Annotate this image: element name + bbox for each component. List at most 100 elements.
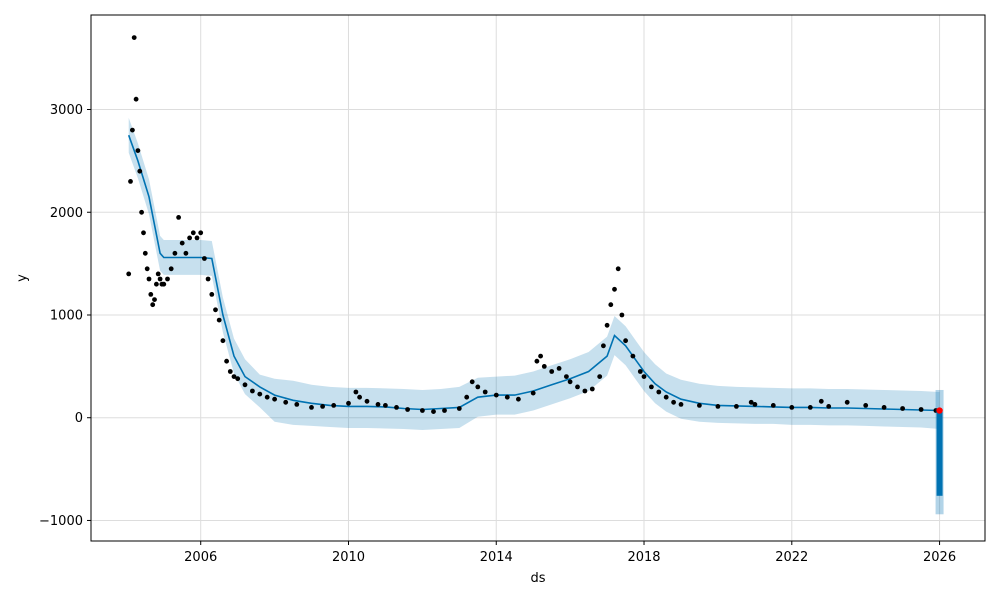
- x-tick-label: 2010: [332, 550, 365, 565]
- observed-point: [209, 292, 215, 297]
- observed-point: [165, 276, 170, 282]
- observed-point: [152, 297, 157, 302]
- observed-point: [309, 405, 314, 410]
- observed-point: [139, 209, 145, 215]
- observed-point: [135, 148, 141, 154]
- observed-point: [431, 409, 436, 414]
- observed-point: [257, 391, 263, 397]
- grid: [91, 15, 985, 541]
- observed-point: [678, 402, 684, 407]
- observed-point: [881, 405, 887, 410]
- x-tick-label: 2022: [775, 550, 808, 565]
- observed-point: [198, 230, 204, 236]
- observed-point: [504, 394, 510, 400]
- observed-point: [549, 369, 555, 374]
- observed-point: [637, 369, 643, 374]
- observed-point: [168, 266, 174, 272]
- observed-point: [516, 396, 521, 402]
- latest-point-marker: [936, 407, 943, 414]
- observed-point: [900, 406, 905, 411]
- observed-point: [224, 358, 230, 364]
- observed-point: [623, 338, 628, 344]
- x-tick-label: 2006: [184, 550, 217, 565]
- observed-point: [826, 404, 832, 409]
- observed-point: [475, 384, 481, 390]
- observed-point: [383, 403, 388, 408]
- observed-point: [126, 271, 132, 277]
- y-axis: −1000 0 1000 2000 3000: [39, 103, 91, 529]
- observed-point: [469, 379, 475, 385]
- y-tick-label: 0: [75, 411, 83, 426]
- y-tick-label: 3000: [50, 103, 83, 118]
- observed-point: [619, 312, 625, 318]
- observed-point: [601, 343, 606, 349]
- observed-point: [176, 215, 182, 220]
- y-tick-label: 1000: [50, 308, 83, 323]
- observed-point: [564, 374, 569, 379]
- observed-point: [155, 271, 161, 277]
- observed-point: [283, 399, 289, 405]
- observed-point: [541, 364, 547, 369]
- observed-point: [231, 374, 237, 379]
- observed-point: [272, 396, 277, 402]
- observed-point: [161, 281, 167, 287]
- observed-point: [456, 406, 462, 411]
- observed-point: [331, 403, 337, 408]
- observed-point: [597, 374, 603, 379]
- observed-point: [770, 403, 776, 408]
- observed-point: [534, 358, 540, 364]
- observed-point: [589, 386, 595, 392]
- x-axis: 2006 2010 2014 2018 2022 2026: [184, 541, 956, 565]
- observed-point: [133, 96, 139, 102]
- x-tick-label: 2026: [923, 550, 956, 565]
- y-tick-label: 2000: [50, 206, 83, 221]
- observed-point: [144, 266, 150, 272]
- observed-point: [150, 302, 156, 308]
- observed-point: [157, 276, 163, 282]
- observed-point: [656, 389, 662, 395]
- observed-point: [394, 405, 399, 410]
- observed-point: [146, 276, 152, 282]
- observed-point: [220, 338, 226, 344]
- observed-point: [530, 390, 536, 396]
- forecast-tail-layer: [935, 389, 944, 515]
- observed-point: [789, 405, 795, 410]
- x-tick-label: 2018: [627, 550, 660, 565]
- observed-point: [216, 317, 222, 323]
- observed-point: [187, 235, 193, 241]
- observed-point: [538, 353, 543, 359]
- observed-point: [715, 404, 721, 409]
- observed-point: [179, 240, 185, 246]
- observed-point: [405, 407, 410, 412]
- observed-point: [353, 389, 359, 395]
- observed-point: [604, 322, 610, 328]
- observed-point: [748, 399, 754, 405]
- observed-point: [918, 407, 924, 412]
- observed-point: [148, 292, 154, 297]
- observed-point: [227, 369, 233, 374]
- observed-point: [649, 384, 654, 390]
- observed-point: [190, 230, 196, 236]
- observed-point: [807, 405, 813, 410]
- observed-point: [641, 374, 647, 379]
- observed-point: [663, 394, 669, 400]
- observed-point: [420, 408, 425, 413]
- uncertainty-band-layer: [128, 117, 940, 430]
- observed-point: [364, 398, 370, 404]
- observed-point: [242, 382, 248, 388]
- observed-point: [493, 392, 499, 398]
- forecast-line-layer: [127, 134, 940, 412]
- observed-point: [130, 127, 135, 133]
- observed-point: [612, 286, 617, 292]
- observed-point: [464, 394, 470, 400]
- forecast-line: [127, 134, 940, 412]
- y-tick-label: −1000: [39, 514, 83, 529]
- observed-point: [264, 394, 270, 400]
- observed-point: [818, 398, 824, 404]
- observed-points-layer: [126, 35, 939, 414]
- y-axis-label: y: [15, 274, 30, 282]
- observed-point: [205, 276, 211, 282]
- observed-point: [375, 402, 381, 407]
